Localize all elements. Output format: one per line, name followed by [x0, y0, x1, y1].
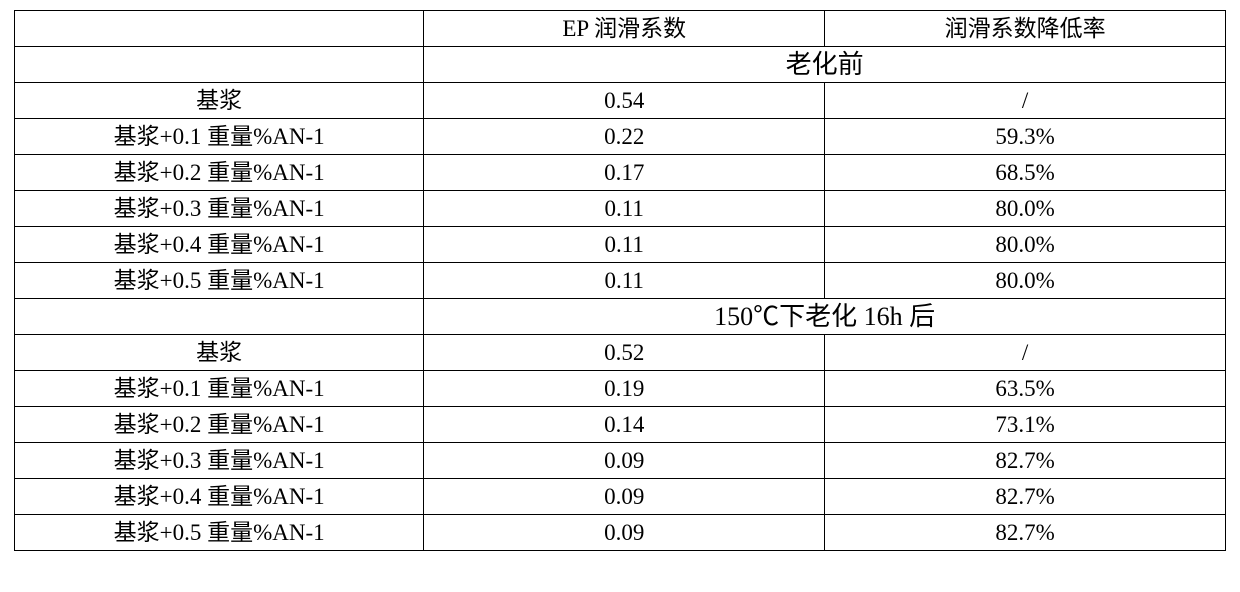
- row-label: 基浆: [15, 83, 424, 119]
- section-blank: [15, 299, 424, 335]
- row-ep: 0.54: [424, 83, 825, 119]
- row-rate: 80.0%: [825, 191, 1226, 227]
- row-label: 基浆+0.2 重量%AN-1: [15, 407, 424, 443]
- col-header-rate: 润滑系数降低率: [825, 11, 1226, 47]
- data-table: EP 润滑系数 润滑系数降低率 老化前 基浆 0.54 / 基浆+0.1 重量%…: [14, 10, 1226, 551]
- table-row: 基浆+0.1 重量%AN-1 0.22 59.3%: [15, 119, 1226, 155]
- section-row: 150℃下老化 16h 后: [15, 299, 1226, 335]
- row-rate: 80.0%: [825, 263, 1226, 299]
- row-ep: 0.09: [424, 443, 825, 479]
- table-row: 基浆 0.52 /: [15, 335, 1226, 371]
- row-label: 基浆+0.1 重量%AN-1: [15, 119, 424, 155]
- row-label: 基浆+0.4 重量%AN-1: [15, 479, 424, 515]
- section-title: 150℃下老化 16h 后: [424, 299, 1226, 335]
- row-rate: 59.3%: [825, 119, 1226, 155]
- row-ep: 0.11: [424, 227, 825, 263]
- col-header-blank: [15, 11, 424, 47]
- row-ep: 0.19: [424, 371, 825, 407]
- row-rate: 68.5%: [825, 155, 1226, 191]
- table-row: 基浆+0.4 重量%AN-1 0.11 80.0%: [15, 227, 1226, 263]
- section-title: 老化前: [424, 47, 1226, 83]
- row-rate: 63.5%: [825, 371, 1226, 407]
- table-row: 基浆+0.5 重量%AN-1 0.09 82.7%: [15, 515, 1226, 551]
- row-rate: 82.7%: [825, 515, 1226, 551]
- row-label: 基浆+0.3 重量%AN-1: [15, 191, 424, 227]
- table-row: 基浆+0.3 重量%AN-1 0.09 82.7%: [15, 443, 1226, 479]
- row-rate: 73.1%: [825, 407, 1226, 443]
- row-label: 基浆+0.5 重量%AN-1: [15, 263, 424, 299]
- row-ep: 0.09: [424, 515, 825, 551]
- table-header-row: EP 润滑系数 润滑系数降低率: [15, 11, 1226, 47]
- table-row: 基浆+0.2 重量%AN-1 0.14 73.1%: [15, 407, 1226, 443]
- section-row: 老化前: [15, 47, 1226, 83]
- row-label: 基浆+0.4 重量%AN-1: [15, 227, 424, 263]
- row-ep: 0.22: [424, 119, 825, 155]
- row-label: 基浆: [15, 335, 424, 371]
- row-rate: 82.7%: [825, 443, 1226, 479]
- table-row: 基浆+0.3 重量%AN-1 0.11 80.0%: [15, 191, 1226, 227]
- row-label: 基浆+0.3 重量%AN-1: [15, 443, 424, 479]
- row-label: 基浆+0.1 重量%AN-1: [15, 371, 424, 407]
- table-row: 基浆+0.5 重量%AN-1 0.11 80.0%: [15, 263, 1226, 299]
- page: EP 润滑系数 润滑系数降低率 老化前 基浆 0.54 / 基浆+0.1 重量%…: [0, 0, 1240, 592]
- table-row: 基浆+0.2 重量%AN-1 0.17 68.5%: [15, 155, 1226, 191]
- table-row: 基浆+0.1 重量%AN-1 0.19 63.5%: [15, 371, 1226, 407]
- row-ep: 0.17: [424, 155, 825, 191]
- col-header-ep: EP 润滑系数: [424, 11, 825, 47]
- row-rate: 82.7%: [825, 479, 1226, 515]
- table-row: 基浆+0.4 重量%AN-1 0.09 82.7%: [15, 479, 1226, 515]
- row-rate: 80.0%: [825, 227, 1226, 263]
- row-ep: 0.11: [424, 263, 825, 299]
- row-ep: 0.14: [424, 407, 825, 443]
- table-row: 基浆 0.54 /: [15, 83, 1226, 119]
- row-ep: 0.52: [424, 335, 825, 371]
- row-label: 基浆+0.5 重量%AN-1: [15, 515, 424, 551]
- row-ep: 0.09: [424, 479, 825, 515]
- row-rate: /: [825, 83, 1226, 119]
- row-rate: /: [825, 335, 1226, 371]
- section-blank: [15, 47, 424, 83]
- row-label: 基浆+0.2 重量%AN-1: [15, 155, 424, 191]
- row-ep: 0.11: [424, 191, 825, 227]
